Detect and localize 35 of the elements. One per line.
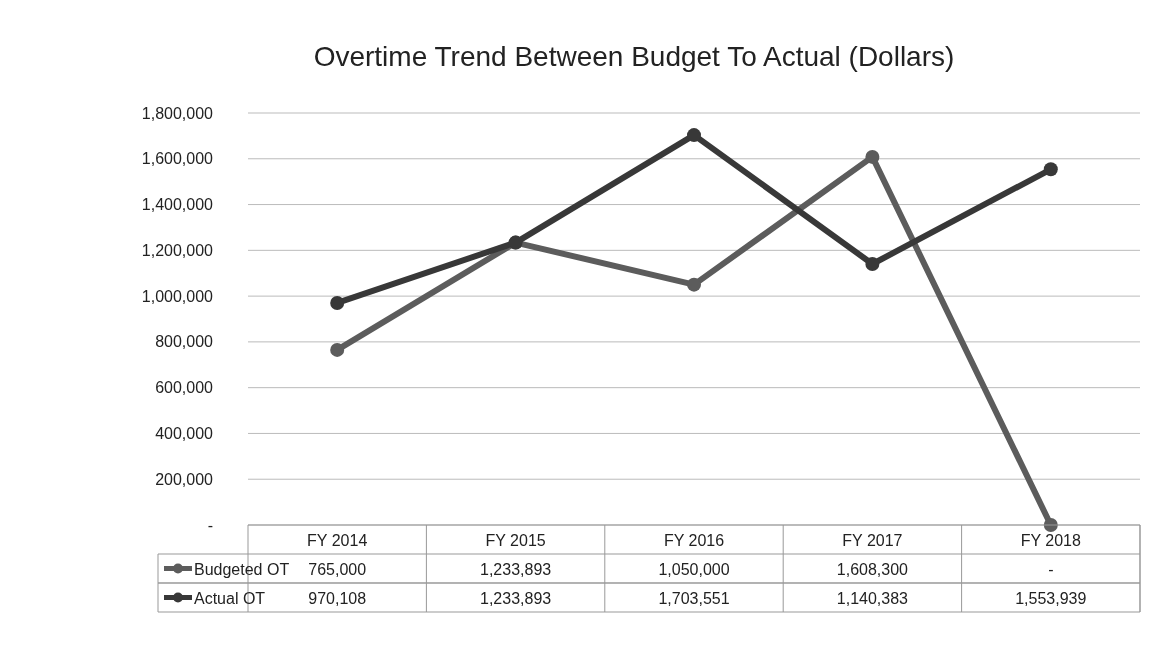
data-label: 1,140,383 — [836, 590, 909, 608]
point — [687, 128, 701, 143]
x-tick-label: FY 2017 — [842, 532, 903, 550]
legend-label: Actual OT — [194, 590, 266, 608]
y-tick-label: 1,400,000 — [141, 196, 214, 214]
point — [865, 256, 880, 271]
point — [687, 277, 701, 292]
x-tick-label: FY 2015 — [485, 532, 546, 550]
x-tick-label: FY 2016 — [663, 532, 725, 550]
point — [330, 342, 345, 357]
point — [330, 295, 345, 310]
data-label: 765,000 — [308, 561, 367, 579]
legend-label: Budgeted OT — [194, 561, 290, 579]
data-label: 1,233,893 — [480, 561, 552, 579]
data-label: 1,553,939 — [1015, 590, 1087, 608]
chart-title: Overtime Trend Between Budget To Actual (Dollars) — [313, 41, 955, 72]
data-label: 1,050,000 — [658, 561, 730, 579]
y-tick-label: 800,000 — [155, 333, 214, 351]
y-tick-label: 1,000,000 — [141, 287, 214, 305]
data-label: 1,233,893 — [480, 590, 552, 608]
y-tick-label: 600,000 — [155, 379, 214, 397]
y-tick-label: 1,600,000 — [141, 150, 214, 168]
data-label: 970,108 — [308, 590, 367, 608]
y-tick-label: 400,000 — [155, 425, 214, 443]
point — [1043, 162, 1058, 177]
data-label: 1,703,551 — [658, 590, 730, 608]
y-tick-label: - — [207, 516, 213, 534]
y-tick-label: 1,200,000 — [141, 241, 214, 259]
y-tick-label: 1,800,000 — [141, 104, 214, 122]
data-label: - — [1048, 561, 1054, 579]
point — [865, 149, 880, 164]
data-label: 1,608,300 — [836, 561, 909, 579]
x-tick-label: FY 2018 — [1020, 532, 1081, 550]
x-tick-label: FY 2014 — [307, 532, 368, 550]
y-tick-label: 200,000 — [155, 470, 214, 488]
